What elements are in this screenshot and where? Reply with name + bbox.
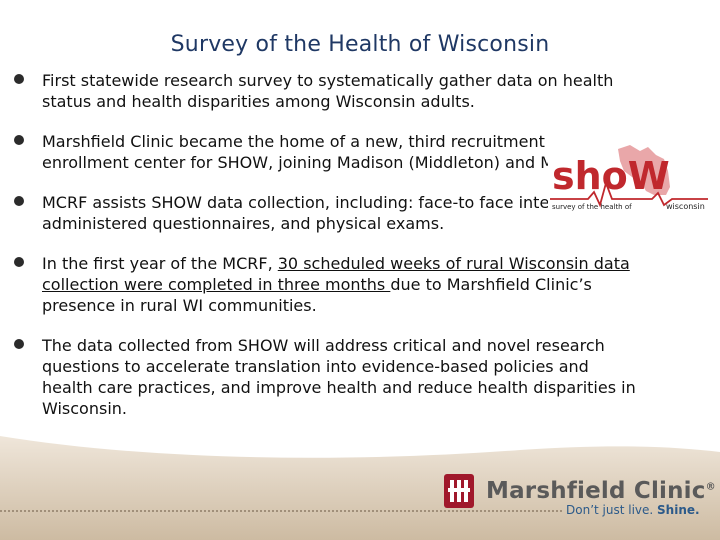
- show-logo: shoW survey of the health of wisconsin: [548, 137, 710, 215]
- footer-wave-shape: [0, 436, 720, 540]
- show-logo-graphic: shoW survey of the health of wisconsin: [550, 145, 708, 211]
- bullet-line: enrollment center for SHOW, joining Madi…: [42, 153, 559, 172]
- bullet-line: health care practices, and improve healt…: [42, 378, 636, 397]
- bullet-line: First statewide research survey to syste…: [42, 71, 614, 90]
- footer-dotted-line: [0, 510, 562, 512]
- bullet-dot-icon: [14, 74, 24, 84]
- show-logo-word: shoW: [552, 154, 670, 198]
- marshfield-logo-icon: [444, 474, 474, 508]
- bullet-line: MCRF assists SHOW data collection, inclu…: [42, 193, 552, 212]
- heartbeat-line-icon: [550, 180, 708, 208]
- bullet-text-4: In the first year of the MCRF, 30 schedu…: [42, 253, 642, 316]
- bullet-text-plain: due to Marshfield Clinic’s: [390, 275, 592, 294]
- tagline-bold: Shine.: [657, 503, 700, 517]
- show-logo-subtitle-left: survey of the health of: [552, 203, 632, 211]
- bullet-dot-icon: [14, 339, 24, 349]
- bullet-text-plain: In the first year of the MCRF,: [42, 254, 278, 273]
- bullet-line: The data collected from SHOW will addres…: [42, 336, 605, 355]
- bullet-text-1: First statewide research survey to syste…: [42, 70, 617, 112]
- bullet-text-5: The data collected from SHOW will addres…: [42, 335, 642, 419]
- wisconsin-map-icon: [618, 145, 670, 195]
- bullet-line: questions to accelerate translation into…: [42, 357, 589, 376]
- bullet-line: Marshfield Clinic became the home of a n…: [42, 132, 562, 151]
- footer-tagline: Don’t just live. Shine.: [566, 503, 700, 517]
- bullet-line: Wisconsin.: [42, 399, 127, 418]
- registered-mark: ®: [705, 481, 716, 493]
- bullet-text-3: MCRF assists SHOW data collection, inclu…: [42, 192, 552, 234]
- bullet-dot-icon: [14, 257, 24, 267]
- bullet-text-2: Marshfield Clinic became the home of a n…: [42, 131, 562, 173]
- bullet-text-underlined: collection were completed in three month…: [42, 275, 391, 294]
- bullet-text-underlined: 30 scheduled weeks of rural Wisconsin da…: [277, 254, 630, 273]
- bullet-line: status and health disparities among Wisc…: [42, 92, 475, 111]
- tagline-plain: Don’t just live.: [566, 503, 654, 517]
- bullet-dot-icon: [14, 196, 24, 206]
- bullet-line: presence in rural WI communities.: [42, 296, 317, 315]
- footer-brand-name: Marshfield Clinic®: [486, 478, 716, 504]
- footer-band: [0, 432, 720, 540]
- slide-title: Survey of the Health of Wisconsin: [170, 32, 550, 57]
- brand-name-text: Marshfield Clinic: [486, 478, 706, 504]
- bullet-dot-icon: [14, 135, 24, 145]
- show-logo-subtitle-right: wisconsin: [666, 202, 705, 211]
- bullet-line: administered questionnaires, and physica…: [42, 214, 445, 233]
